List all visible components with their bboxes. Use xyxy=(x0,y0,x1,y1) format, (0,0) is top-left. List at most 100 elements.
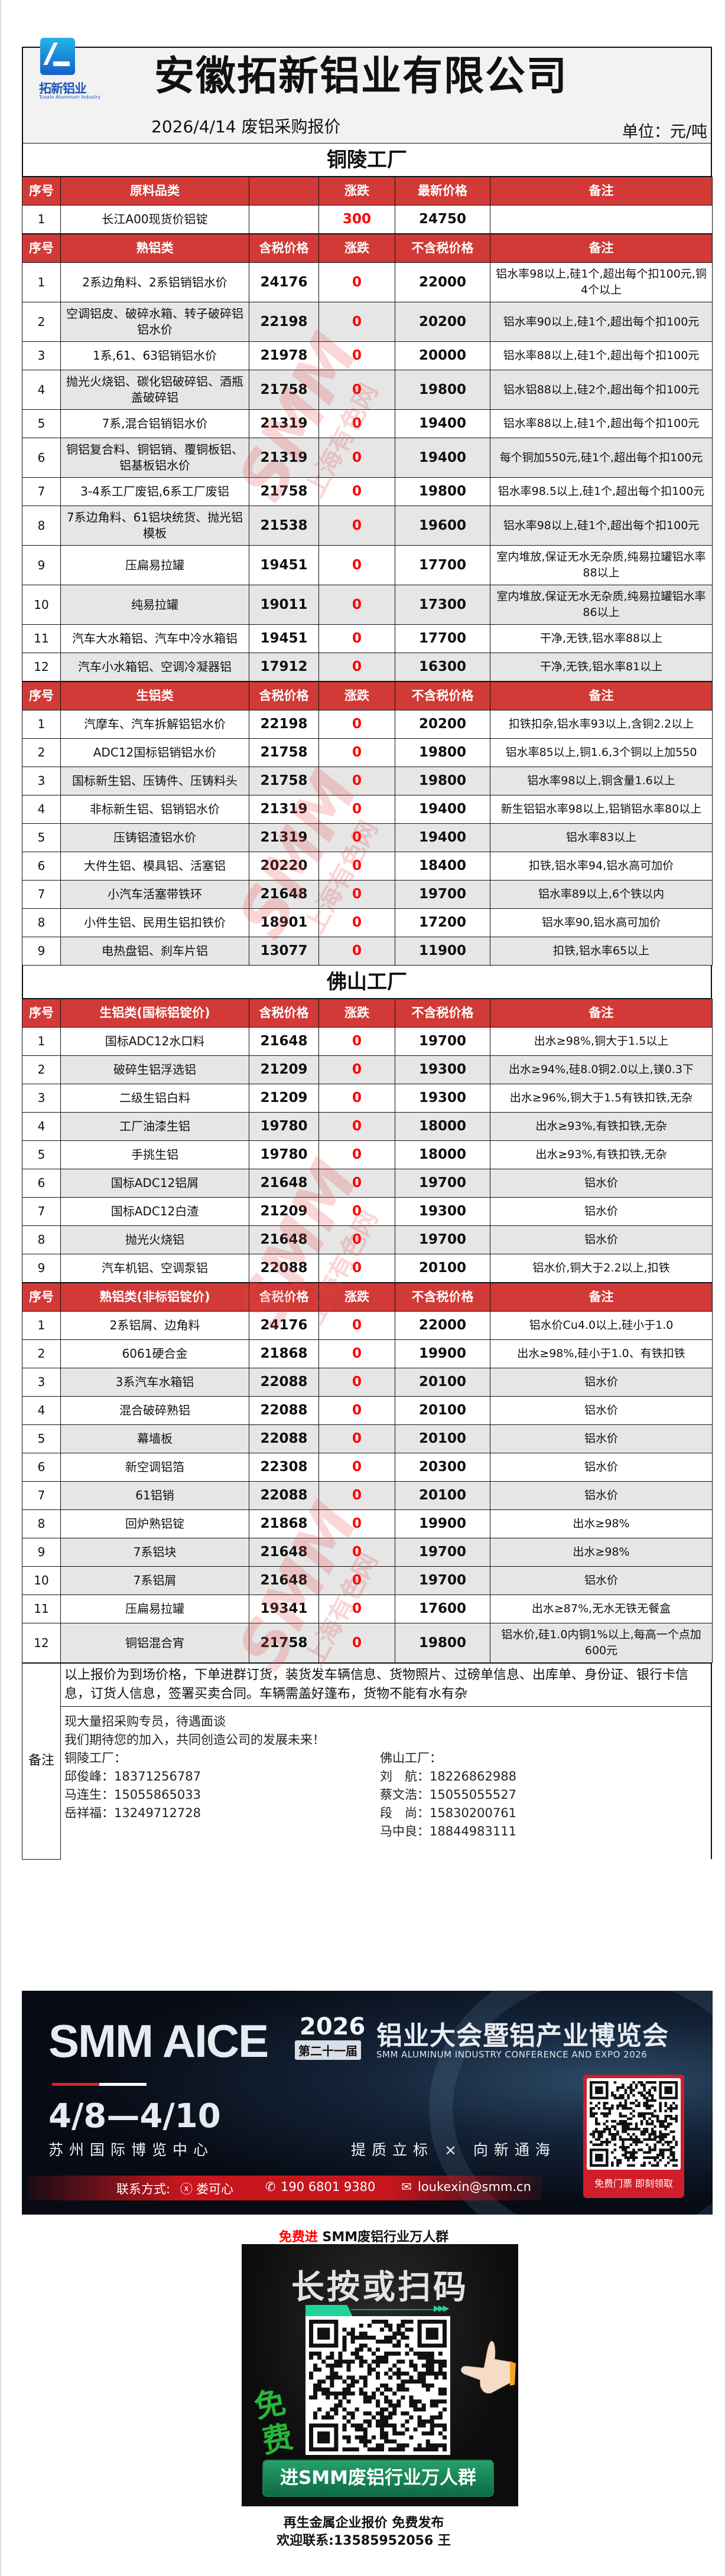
banner-contact-bar: 联系方式: ⓧ 娄可心 ✆ 190 6801 9380 ✉ loukexin@s… xyxy=(28,2176,542,2200)
cell-tax: 22198 xyxy=(249,710,319,739)
cell-price: 20200 xyxy=(395,710,490,739)
cell-note: 出水≥98%,铜大于1.5以上 xyxy=(490,1027,713,1056)
cell-change: 0 xyxy=(318,1140,395,1169)
column-header: 含税价格 xyxy=(249,999,319,1028)
cell-tax: 21648 xyxy=(249,1566,319,1595)
cell-tax: 21209 xyxy=(249,1197,319,1226)
table-row: 6 国标ADC12铝屑 21648 0 19700 铝水价 xyxy=(22,1169,713,1198)
cell-name: 汽车小水箱铝、空调冷凝器铝 xyxy=(60,653,249,682)
column-header: 序号 xyxy=(22,177,61,206)
cell-price: 19300 xyxy=(395,1084,490,1113)
banner-slogan: 提质立标 × 向新通海 xyxy=(351,2141,556,2158)
cell-price: 11900 xyxy=(395,937,490,966)
cell-name: 压扁易拉罐 xyxy=(60,545,249,585)
cell-tax: 22088 xyxy=(249,1481,319,1510)
qr-code-icon xyxy=(590,2081,678,2167)
cell-price: 19700 xyxy=(395,1538,490,1567)
cell-name: 小件生铝、民用生铝扣铁价 xyxy=(60,908,249,937)
cell-name: 破碎生铝浮选铝 xyxy=(60,1055,249,1084)
cell-price: 20100 xyxy=(395,1254,490,1283)
cell-name: 7系铝块 xyxy=(60,1538,249,1567)
banner-dates: 4/8—4/10 xyxy=(48,2097,221,2135)
cell-price: 19800 xyxy=(395,1623,490,1663)
person-icon: ⓧ xyxy=(180,2182,193,2196)
cell-change: 0 xyxy=(318,624,395,653)
cell-no: 3 xyxy=(22,767,61,795)
table-row: 2 6061硬合金 21868 0 19900 出水≥98%,硅小于1.0、有铁扣铁 xyxy=(22,1339,713,1368)
column-header: 熟铝类 xyxy=(60,234,249,263)
table-row: 1 国标ADC12水口料 21648 0 19700 出水≥98%,铜大于1.5以上 xyxy=(22,1027,713,1056)
cell-note: 铝水率98.5以上,硅1个,超出每个扣100元 xyxy=(490,477,713,506)
table-header-row: 序号 生铝类 含税价格 涨跌 不含税价格 备注 xyxy=(22,682,713,710)
cell-price: 20300 xyxy=(395,1453,490,1482)
cell-change: 0 xyxy=(318,1084,395,1113)
column-header: 涨跌 xyxy=(318,999,395,1028)
cell-price: 18000 xyxy=(395,1140,490,1169)
table-row: 1 2系边角料、2系铝销铝水价 24176 0 22000 铝水率98以上,硅1个,超出每… xyxy=(22,262,713,302)
cell-tax: 21868 xyxy=(249,1339,319,1368)
cell-name: 国标新生铝、压铸件、压铸料头 xyxy=(60,767,249,795)
column-header: 含税价格 xyxy=(249,682,319,710)
cell-no: 11 xyxy=(22,1594,61,1623)
cell-price: 18400 xyxy=(395,852,490,881)
cell-change: 0 xyxy=(318,1566,395,1595)
cell-note: 室内堆放,保证无水无杂质,纯易拉罐铝水率88以上 xyxy=(490,545,713,585)
cell-change: 0 xyxy=(318,262,395,302)
cell-name: 3系汽车水箱铝 xyxy=(60,1368,249,1397)
cell-price: 19800 xyxy=(395,767,490,795)
table-row: 9 压扁易拉罐 19451 0 17700 室内堆放,保证无水无杂质,纯易拉罐铝水率88以… xyxy=(22,545,713,585)
ticket-qr[interactable]: 免费门票 即刻领取 xyxy=(583,2075,684,2198)
table-row: 10 7系铝屑 21648 0 19700 铝水价 xyxy=(22,1566,713,1595)
cell-name: 2系铝屑、边角料 xyxy=(60,1311,249,1340)
cell-no: 2 xyxy=(22,302,61,342)
cell-name: ADC12国标铝销铝水价 xyxy=(60,738,249,767)
column-header: 熟铝类(非标铝锭价) xyxy=(60,1283,249,1312)
contact-name: 娄可心 xyxy=(196,2182,233,2196)
expo-banner[interactable]: SMM AICE 2026 第二十一届 铝业大会暨铝产业博览会 SMM ALUM… xyxy=(22,1991,713,2215)
cell-name: 非标新生铝、铝销铝水价 xyxy=(60,795,249,824)
cell-name: 2系边角料、2系铝销铝水价 xyxy=(60,262,249,302)
cell-name: 纯易拉罐 xyxy=(60,585,249,625)
table-row: 3 二级生铝白料 21209 0 19300 出水≥96%,铜大于1.5有铁扣铁,无杂 xyxy=(22,1084,713,1113)
cell-no: 9 xyxy=(22,1254,61,1283)
logo-subtext: Tuoxin Aluminum Industry xyxy=(39,94,101,100)
cell-note: 铝水价 xyxy=(490,1453,713,1482)
cell-tax: 19451 xyxy=(249,545,319,585)
cell-note: 铝水价,铜大于2.2以上,扣铁 xyxy=(490,1254,713,1283)
cell-change: 0 xyxy=(318,880,395,909)
arrows-icon: ▶▶▶ xyxy=(434,2304,449,2313)
cell-note: 出水≥96%,铜大于1.5有铁扣铁,无杂 xyxy=(490,1084,713,1113)
table-row: 6 大件生铝、模具铝、活塞铝 20220 0 18400 扣铁,铝水率94,铝水高可加价 xyxy=(22,852,713,881)
cell-price: 19800 xyxy=(395,738,490,767)
cell-no: 8 xyxy=(22,1509,61,1538)
price-table: 序号 生铝类(国标铝锭价) 含税价格 涨跌 不含税价格 备注 1 国标ADC12水口料 2164… xyxy=(22,999,713,1283)
cell-note: 室内堆放,保证无水无杂质,纯易拉罐铝水率86以上 xyxy=(490,585,713,625)
cell-price: 19400 xyxy=(395,823,490,852)
cell-name: 压铸铝渣铝水价 xyxy=(60,823,249,852)
cell-no: 8 xyxy=(22,908,61,937)
card-free-label: 免费 xyxy=(251,2384,297,2460)
group-qr-card[interactable]: 长按或扫码 ▶▶▶ 免费 进SMM废铝行业万人群 xyxy=(242,2244,518,2506)
cell-change: 0 xyxy=(318,585,395,625)
pointing-hand-icon xyxy=(461,2341,516,2394)
cell-no: 6 xyxy=(22,438,61,478)
cell-change: 0 xyxy=(318,1197,395,1226)
join-group-button[interactable]: 进SMM废铝行业万人群 xyxy=(262,2460,494,2497)
cell-tax: 21209 xyxy=(249,1055,319,1084)
cell-no: 7 xyxy=(22,477,61,506)
cell-change: 0 xyxy=(318,1225,395,1254)
cell-tax: 21868 xyxy=(249,1509,319,1538)
cell-no: 4 xyxy=(22,370,61,410)
cell-price: 19900 xyxy=(395,1509,490,1538)
table-row: 8 抛光火烧铝 21648 0 19700 铝水价 xyxy=(22,1225,713,1254)
remarks-label: 备注 xyxy=(22,1663,61,1860)
cell-change: 0 xyxy=(318,409,395,438)
table-row: 3 1系,61、63铝销铝水价 21978 0 20000 铝水率88以上,硅1个,超出每… xyxy=(22,341,713,370)
cell-no: 4 xyxy=(22,1112,61,1141)
table-row: 1 长江A00现货价铝锭 300 24750 xyxy=(22,205,713,234)
qr-pattern xyxy=(309,2320,447,2451)
column-header: 涨跌 xyxy=(318,682,395,710)
cell-tax: 22198 xyxy=(249,302,319,342)
cell-tax: 24176 xyxy=(249,262,319,302)
cell-price: 19700 xyxy=(395,1566,490,1595)
